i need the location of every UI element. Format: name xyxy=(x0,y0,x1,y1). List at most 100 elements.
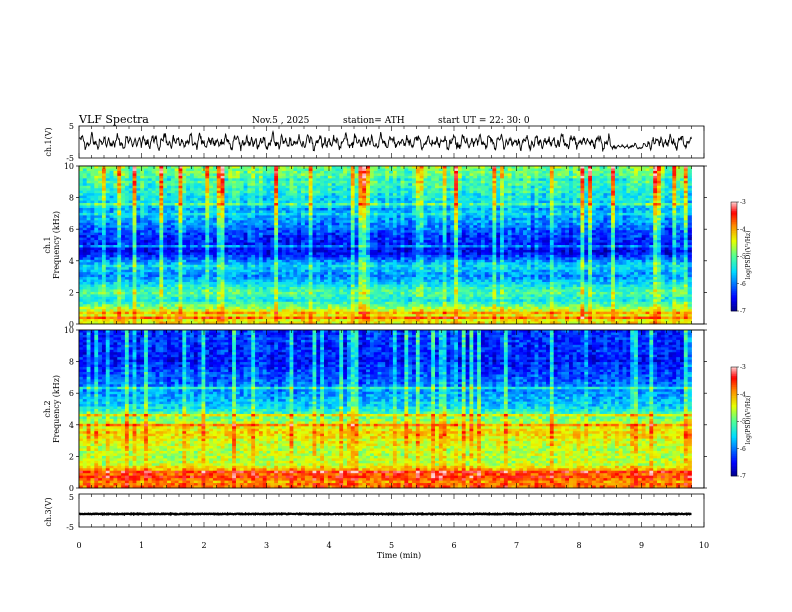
spectrogram-cell xyxy=(247,252,252,256)
spectrogram-cell xyxy=(182,279,187,283)
spectrogram-cell xyxy=(366,195,371,199)
spectrogram-cell xyxy=(178,257,183,261)
spectrogram-cell xyxy=(335,284,340,288)
spectrogram-cell xyxy=(335,286,340,290)
spectrogram-cell xyxy=(205,294,210,298)
spectrogram-cell xyxy=(366,274,371,278)
spectrogram-cell xyxy=(266,264,271,268)
spectrogram-cell xyxy=(324,190,329,194)
spectrogram-cell xyxy=(186,309,191,313)
spectrogram-cell xyxy=(354,314,359,317)
spectrogram-cell xyxy=(289,257,294,261)
spectrogram-cell xyxy=(316,215,321,219)
spectrogram-cell xyxy=(105,180,111,184)
spectrogram-cell xyxy=(308,306,313,310)
spectrogram-cell xyxy=(320,257,325,261)
spectrogram-cell xyxy=(343,301,348,305)
spectrogram-cell xyxy=(117,249,122,253)
spectrogram-cell xyxy=(289,200,294,204)
spectrogram-cell xyxy=(117,291,122,295)
spectrogram-cell xyxy=(94,249,99,253)
spectrogram-cell xyxy=(90,319,95,322)
spectrogram-cell xyxy=(243,289,248,293)
spectrogram-cell xyxy=(109,235,114,238)
spectrogram-cell xyxy=(132,272,137,276)
spectrogram-cell xyxy=(101,314,107,317)
spectrogram-cell xyxy=(301,291,306,295)
spectrogram-cell xyxy=(197,210,202,214)
spectrogram-cell xyxy=(167,222,172,226)
spectrogram-cell xyxy=(212,306,218,310)
spectrogram-cell xyxy=(350,252,356,256)
spectrogram-cell xyxy=(94,257,99,261)
spectrogram-cell xyxy=(124,301,130,305)
spectrogram-cell xyxy=(335,249,340,253)
spectrogram-cell xyxy=(113,232,118,236)
spectrogram-cell xyxy=(220,269,225,273)
spectrogram-cell xyxy=(247,178,252,182)
spectrogram-cell xyxy=(346,299,352,303)
spectrogram-cell xyxy=(312,198,317,201)
spectrogram-cell xyxy=(86,262,91,266)
spectrogram-cell xyxy=(174,222,179,226)
spectrogram-cell xyxy=(144,168,149,172)
spectrogram-cell xyxy=(90,264,95,268)
spectrogram-cell xyxy=(121,195,126,199)
spectrogram-cell xyxy=(86,222,91,226)
spectrogram-cell xyxy=(124,175,130,179)
spectrogram-cell xyxy=(324,203,329,206)
spectrogram-cell xyxy=(358,198,363,201)
spectrogram-cell xyxy=(331,185,336,189)
spectrogram-cell xyxy=(228,198,233,201)
spectrogram-cell xyxy=(124,183,130,187)
spectrogram-cell xyxy=(216,230,222,234)
spectrogram-cell xyxy=(174,252,179,256)
spectrogram-cell xyxy=(320,190,325,194)
spectrogram-cell xyxy=(228,284,233,288)
spectrogram-cell xyxy=(101,259,107,263)
spectrogram-cell xyxy=(94,264,99,268)
spectrogram-cell xyxy=(289,277,294,280)
spectrogram-cell xyxy=(209,205,214,209)
spectrogram-cell xyxy=(239,306,245,310)
spectrogram-cell xyxy=(293,222,298,226)
spectrogram-cell xyxy=(331,291,336,295)
spectrogram-cell xyxy=(228,227,233,231)
spectrogram-cell xyxy=(243,316,248,320)
spectrogram-cell xyxy=(324,309,329,313)
spectrogram-cell xyxy=(117,193,122,197)
spectrogram-cell xyxy=(220,210,225,214)
spectrogram-cell xyxy=(201,272,206,276)
spectrogram-cell xyxy=(278,321,283,325)
spectrogram-cell xyxy=(262,319,267,322)
spectrogram-cell xyxy=(339,267,344,271)
spectrogram-cell xyxy=(281,205,287,209)
spectrogram-cell xyxy=(301,304,306,308)
spectrogram-cell xyxy=(228,173,233,177)
spectrogram-cell xyxy=(193,203,199,206)
spectrogram-cell xyxy=(209,217,214,221)
spectrogram-cell xyxy=(86,296,91,300)
spectrogram-cell xyxy=(232,210,237,214)
spectrogram-cell xyxy=(366,257,371,261)
spectrogram-cell xyxy=(274,217,279,221)
spectrogram-cell xyxy=(243,193,248,197)
spectrogram-cell xyxy=(212,170,218,174)
spectrogram-cell xyxy=(155,291,160,295)
spectrogram-cell xyxy=(281,249,287,253)
spectrogram-cell xyxy=(278,264,283,268)
spectrogram-cell xyxy=(86,200,91,204)
spectrogram-cell xyxy=(316,227,321,231)
spectrogram-cell xyxy=(163,296,168,300)
spectrogram-cell xyxy=(197,232,202,236)
spectrogram-cell xyxy=(186,279,191,283)
spectrogram-cell xyxy=(362,173,367,177)
spectrogram-cell xyxy=(201,269,206,273)
spectrogram-cell xyxy=(366,170,371,174)
spectrogram-cell xyxy=(293,168,298,172)
spectrogram-cell xyxy=(335,272,340,276)
spectrogram-cell xyxy=(186,232,191,236)
spectrogram-cell xyxy=(343,309,348,313)
spectrogram-cell xyxy=(343,269,348,273)
spectrogram-cell xyxy=(316,311,321,315)
